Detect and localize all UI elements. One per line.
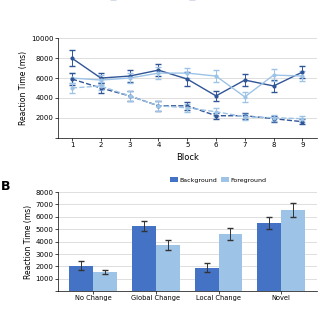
Bar <box>281 210 305 291</box>
Y-axis label: Reaction Time (ms): Reaction Time (ms) <box>24 204 33 279</box>
Bar <box>156 245 180 291</box>
Bar <box>257 223 281 291</box>
Y-axis label: Reaction Time (ms): Reaction Time (ms) <box>19 51 28 125</box>
Bar <box>219 234 242 291</box>
Bar <box>93 272 117 291</box>
Legend: Background, Foreground: Background, Foreground <box>170 177 267 183</box>
Text: B: B <box>1 180 10 193</box>
X-axis label: Block: Block <box>176 153 199 162</box>
Bar <box>69 266 93 291</box>
Bar <box>195 268 219 291</box>
Bar <box>132 226 156 291</box>
